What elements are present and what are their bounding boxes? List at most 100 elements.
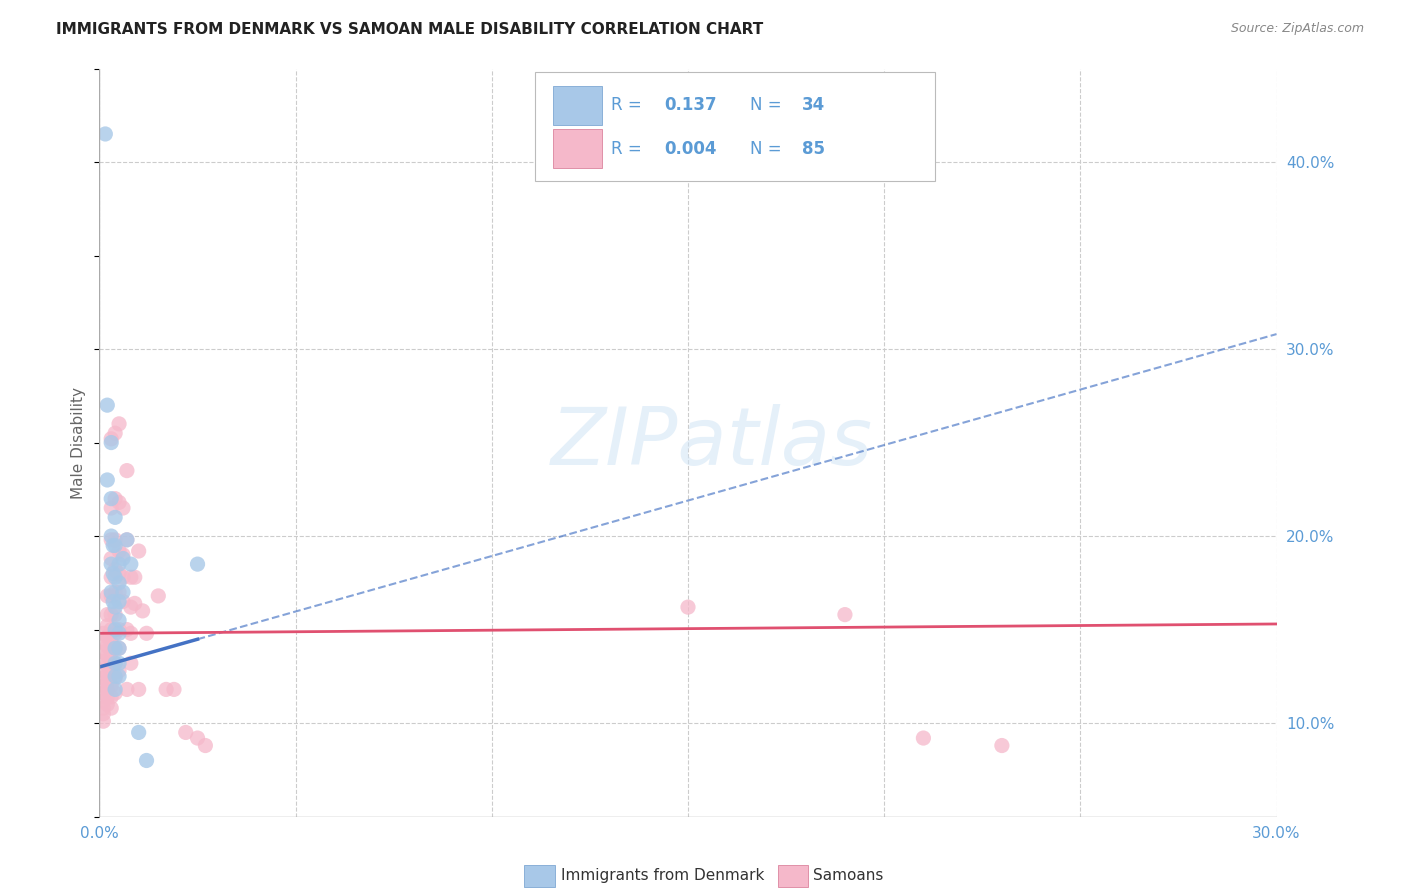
Point — [108, 544, 131, 558]
Point — [111, 548, 134, 562]
Text: Immigrants from Denmark: Immigrants from Denmark — [561, 869, 765, 883]
Point — [128, 725, 150, 739]
Point — [93, 693, 115, 707]
Point — [104, 585, 127, 599]
Point — [120, 657, 142, 671]
Point — [120, 557, 142, 571]
Point — [104, 570, 127, 584]
Point — [115, 533, 138, 547]
Point — [100, 435, 122, 450]
Point — [93, 714, 115, 729]
Point — [104, 657, 127, 671]
Point — [96, 640, 118, 654]
Point — [100, 529, 122, 543]
Point — [111, 501, 134, 516]
Point — [912, 731, 935, 745]
Text: 34: 34 — [803, 96, 825, 114]
Text: 0.137: 0.137 — [665, 96, 717, 114]
Point — [155, 682, 177, 697]
Point — [108, 623, 131, 637]
Point — [100, 701, 122, 715]
Point — [108, 417, 131, 431]
Point — [991, 739, 1014, 753]
Point — [111, 570, 134, 584]
Point — [93, 645, 115, 659]
Point — [101, 594, 124, 608]
Point — [100, 557, 122, 571]
Point — [100, 645, 122, 659]
Point — [108, 641, 131, 656]
Point — [100, 607, 122, 622]
Point — [108, 566, 131, 581]
Point — [104, 641, 127, 656]
Point — [135, 626, 157, 640]
Point — [93, 664, 115, 678]
Point — [100, 491, 122, 506]
Point — [135, 754, 157, 768]
Text: 85: 85 — [803, 139, 825, 158]
Point — [100, 501, 122, 516]
Point — [108, 664, 131, 678]
Point — [93, 679, 115, 693]
Point — [93, 701, 115, 715]
Point — [115, 623, 138, 637]
Point — [104, 626, 127, 640]
Text: Source: ZipAtlas.com: Source: ZipAtlas.com — [1230, 22, 1364, 36]
Point — [96, 630, 118, 644]
Point — [93, 706, 115, 721]
Point — [93, 671, 115, 685]
Point — [108, 657, 131, 671]
Text: Samoans: Samoans — [813, 869, 883, 883]
Point — [108, 613, 131, 627]
Point — [120, 570, 142, 584]
Point — [104, 533, 127, 547]
Point — [100, 589, 122, 603]
Point — [115, 464, 138, 478]
FancyBboxPatch shape — [553, 86, 602, 125]
Point — [120, 626, 142, 640]
Point — [100, 635, 122, 649]
Point — [834, 607, 856, 622]
Point — [100, 690, 122, 704]
Text: ZIPatlas: ZIPatlas — [551, 403, 873, 482]
Point — [101, 538, 124, 552]
Point — [96, 658, 118, 673]
Point — [108, 495, 131, 509]
Point — [174, 725, 197, 739]
Point — [104, 623, 127, 637]
Point — [104, 686, 127, 700]
Point — [124, 570, 146, 584]
Point — [100, 657, 122, 671]
Point — [163, 682, 186, 697]
Point — [104, 669, 127, 683]
Text: R =: R = — [612, 139, 643, 158]
Point — [128, 544, 150, 558]
Point — [104, 510, 127, 524]
Point — [115, 533, 138, 547]
Point — [131, 604, 153, 618]
Point — [104, 600, 127, 615]
Point — [104, 682, 127, 697]
FancyBboxPatch shape — [553, 129, 602, 168]
Point — [93, 686, 115, 700]
Point — [96, 648, 118, 663]
Point — [100, 679, 122, 693]
Point — [96, 607, 118, 622]
Point — [108, 626, 131, 640]
Point — [104, 607, 127, 622]
Point — [93, 635, 115, 649]
Point — [148, 589, 170, 603]
Point — [100, 432, 122, 446]
Point — [96, 473, 118, 487]
Point — [111, 585, 134, 599]
Point — [101, 566, 124, 581]
Text: 0.004: 0.004 — [665, 139, 717, 158]
Point — [115, 682, 138, 697]
Text: R =: R = — [612, 96, 643, 114]
Point — [104, 538, 127, 552]
Point — [100, 570, 122, 584]
Y-axis label: Male Disability: Male Disability — [72, 386, 86, 499]
Point — [104, 426, 127, 441]
Point — [96, 690, 118, 704]
Point — [96, 398, 118, 412]
